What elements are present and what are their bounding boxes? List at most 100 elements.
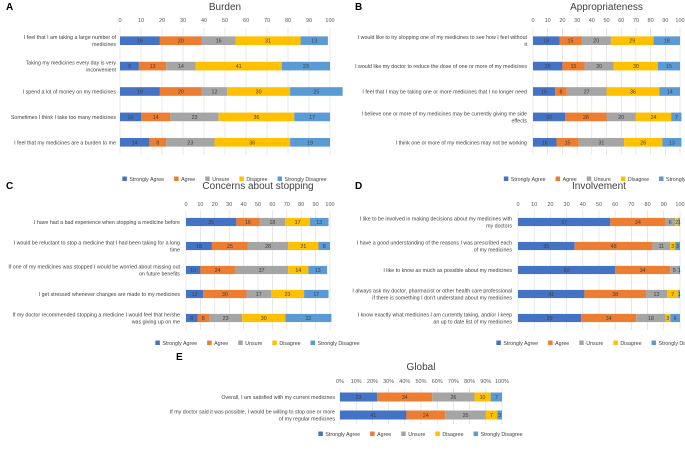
legend-swatch bbox=[473, 431, 479, 436]
x-tick-label: 90 bbox=[661, 202, 667, 208]
bar-segment bbox=[141, 112, 171, 122]
bar-segment bbox=[201, 36, 236, 46]
bar-segment bbox=[635, 112, 672, 122]
bar-segment bbox=[285, 313, 332, 323]
data-label: 15 bbox=[570, 64, 576, 70]
data-label: 16 bbox=[216, 39, 222, 45]
category-label: I know exactly what medicines I am curre… bbox=[358, 313, 512, 319]
data-label: 28 bbox=[265, 244, 271, 250]
chart-panel-c: C Concerns about stopping 0 10 20 30 40 50 60 70 8… bbox=[6, 181, 360, 347]
bar-segment bbox=[518, 217, 611, 227]
bar-segment bbox=[195, 61, 282, 71]
bar-segment bbox=[657, 61, 680, 71]
legend-swatch bbox=[579, 340, 584, 345]
legend-label: Disagree bbox=[620, 341, 641, 347]
data-label: 34 bbox=[402, 395, 408, 401]
chart-title: Concerns about stopping bbox=[202, 181, 313, 192]
data-label: 1 bbox=[678, 268, 681, 274]
bar-segment bbox=[678, 217, 680, 227]
x-tick-label: 40 bbox=[201, 18, 207, 24]
panel-letter: E bbox=[176, 352, 183, 363]
legend-label: Strongly Agree bbox=[511, 177, 546, 183]
data-label: 29 bbox=[629, 39, 635, 45]
bar-segment bbox=[318, 241, 330, 251]
data-label: 20 bbox=[593, 39, 599, 45]
bar-segment bbox=[615, 265, 671, 275]
legend-swatch bbox=[239, 176, 244, 181]
legend-swatch bbox=[370, 431, 375, 436]
x-tick-label: 90% bbox=[480, 379, 491, 385]
bar-segment bbox=[214, 137, 291, 147]
bar-segment bbox=[518, 265, 616, 275]
data-label: 34 bbox=[635, 220, 641, 226]
x-tick-label: 60 bbox=[618, 18, 624, 24]
category-label: I have had a bad experience when stoppin… bbox=[34, 220, 180, 226]
bar-segment bbox=[186, 265, 201, 275]
bar-segment bbox=[340, 392, 378, 402]
bar-segment bbox=[186, 217, 237, 227]
data-label: 18 bbox=[269, 220, 275, 226]
data-label: 27 bbox=[584, 90, 590, 96]
data-label: 3 bbox=[498, 413, 501, 419]
data-label: 25 bbox=[227, 244, 233, 250]
bar-segment bbox=[578, 137, 625, 147]
bar-segment bbox=[533, 87, 556, 96]
bar-segment bbox=[610, 36, 654, 46]
bar-segment bbox=[636, 313, 666, 323]
bar-segment bbox=[200, 265, 235, 275]
bar-segment bbox=[665, 217, 676, 227]
category-label: Sometimes I think I take too many medici… bbox=[11, 115, 116, 121]
data-label: 16 bbox=[245, 220, 251, 226]
legend-label: Strongly Agree bbox=[129, 177, 164, 183]
bar-segment bbox=[678, 289, 680, 299]
panel-letter: B bbox=[355, 2, 362, 13]
bar-segment bbox=[659, 87, 680, 96]
data-label: 18 bbox=[196, 244, 202, 250]
x-tick-label: 90 bbox=[313, 202, 319, 208]
bar-segment bbox=[120, 36, 160, 46]
legend-label: Unsure bbox=[408, 432, 425, 438]
data-label: 6 bbox=[669, 220, 672, 226]
x-tick-label: 80 bbox=[645, 202, 651, 208]
legend-label: Agree bbox=[181, 177, 195, 183]
legend-swatch bbox=[310, 340, 316, 345]
legend-swatch bbox=[238, 340, 243, 345]
bar-segment bbox=[377, 392, 433, 402]
bar-segment bbox=[211, 241, 248, 251]
bar-segment bbox=[234, 265, 289, 275]
data-label: 23 bbox=[285, 292, 291, 298]
bar-segment bbox=[120, 112, 141, 122]
data-label: 36 bbox=[254, 115, 260, 121]
data-label: 25 bbox=[463, 413, 469, 419]
data-label: 7 bbox=[671, 292, 674, 298]
data-label: 19 bbox=[137, 90, 143, 96]
legend-label: Unsure bbox=[212, 177, 229, 183]
category-label: If one of my medicines was stopped I wou… bbox=[8, 265, 180, 271]
bar-segment bbox=[675, 241, 680, 251]
category-label: of my regular medicines bbox=[279, 417, 336, 423]
data-label: 17 bbox=[313, 292, 319, 298]
bar-segment bbox=[518, 313, 582, 323]
data-label: 12 bbox=[192, 292, 198, 298]
data-label: 7 bbox=[490, 413, 493, 419]
data-label: 28 bbox=[583, 115, 589, 121]
category-label: I would like to try stopping one of my m… bbox=[358, 35, 528, 41]
data-label: 8 bbox=[156, 140, 159, 146]
data-label: 7 bbox=[675, 115, 678, 121]
x-tick-label: 70 bbox=[284, 202, 290, 208]
bar-segment bbox=[247, 241, 289, 251]
bar-segment bbox=[170, 112, 219, 122]
data-label: 39 bbox=[547, 316, 553, 322]
bar-segment bbox=[574, 241, 653, 251]
data-label: 9 bbox=[128, 64, 131, 70]
data-label: 13 bbox=[315, 268, 321, 274]
legend-label: Unsure bbox=[586, 341, 603, 347]
data-label: 8 bbox=[190, 316, 193, 322]
category-label: I think one or more of my medicines may … bbox=[396, 140, 527, 146]
data-label: 41 bbox=[548, 292, 554, 298]
data-label: 60 bbox=[564, 268, 570, 274]
data-label: 6 bbox=[674, 316, 677, 322]
category-label: I always ask my doctor, pharmacist or ot… bbox=[352, 289, 512, 295]
data-label: 7 bbox=[495, 395, 498, 401]
x-tick-label: 0 bbox=[531, 18, 534, 24]
